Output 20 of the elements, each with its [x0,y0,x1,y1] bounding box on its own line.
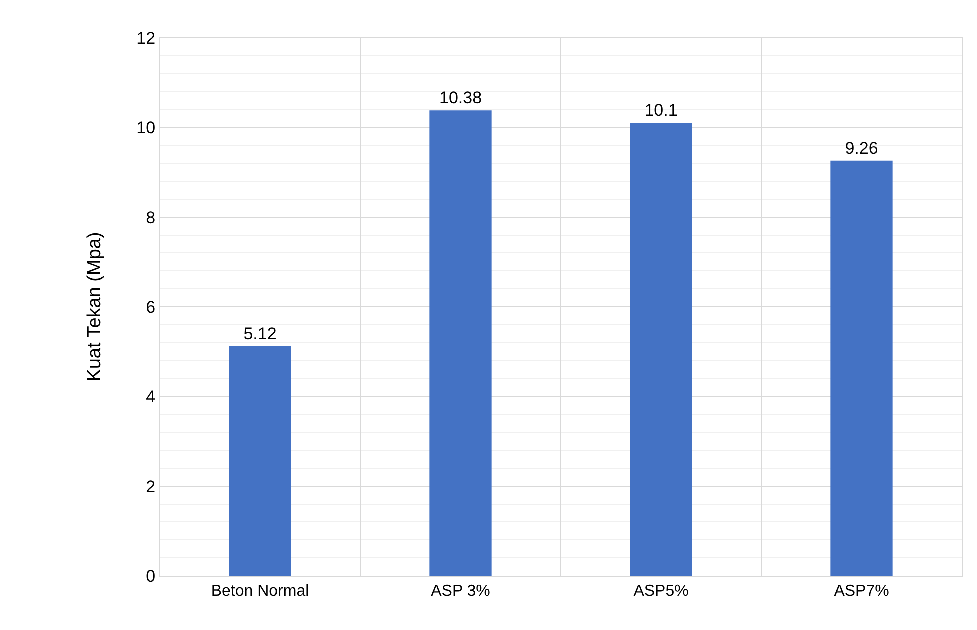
x-tick-label: ASP 3% [431,583,490,600]
data-label: 5.12 [244,324,277,344]
y-tick-label: 2 [146,477,156,496]
bar [229,346,292,576]
y-tick-label: 6 [146,298,156,317]
bar [430,110,492,576]
y-tick-label: 4 [146,388,156,407]
data-label: 10.38 [439,88,482,108]
y-tick-label: 10 [136,118,156,138]
y-tick-label: 8 [146,208,156,228]
x-tick-label: Beton Normal [211,583,310,600]
data-label: 9.26 [845,138,878,158]
y-tick-label: 0 [146,566,156,586]
y-axis-title: Kuat Tekan (Mpa) [84,232,106,382]
y-tick-label: 12 [136,28,156,48]
x-tick-label: ASP7% [834,583,890,600]
data-label: 10.1 [644,101,678,120]
bar [630,123,692,576]
x-tick-label: ASP5% [634,583,689,600]
bar [830,160,893,576]
